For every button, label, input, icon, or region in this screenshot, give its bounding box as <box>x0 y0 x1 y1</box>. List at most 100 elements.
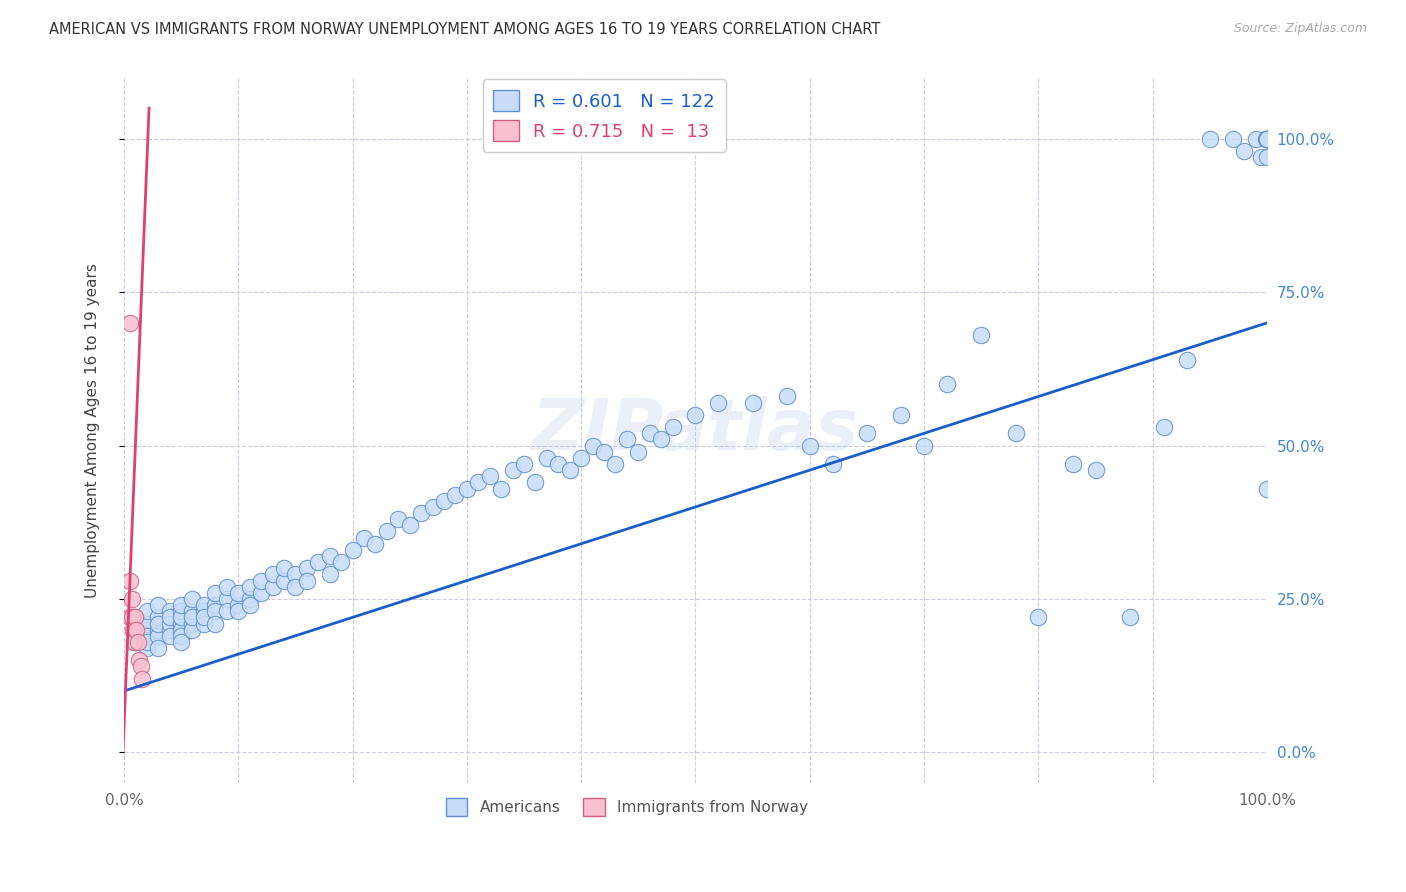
Point <box>1256 132 1278 146</box>
Point <box>193 598 215 612</box>
Point <box>1028 610 1050 624</box>
Point <box>131 672 153 686</box>
Point <box>1256 132 1278 146</box>
Point <box>204 604 226 618</box>
Point <box>250 574 273 588</box>
Point <box>821 457 844 471</box>
Point <box>148 629 170 643</box>
Point <box>593 444 616 458</box>
Point <box>226 586 249 600</box>
Text: Source: ZipAtlas.com: Source: ZipAtlas.com <box>1233 22 1367 36</box>
Point <box>1222 132 1244 146</box>
Point <box>118 610 141 624</box>
Point <box>558 463 581 477</box>
Point <box>215 580 238 594</box>
Point <box>239 598 262 612</box>
Point <box>181 616 204 631</box>
Point <box>1244 132 1267 146</box>
Point <box>273 574 295 588</box>
Text: ZIPatlas: ZIPatlas <box>531 396 859 465</box>
Point <box>1004 426 1026 441</box>
Point <box>135 641 157 656</box>
Point <box>342 542 364 557</box>
Point <box>262 580 284 594</box>
Point <box>444 488 467 502</box>
Point <box>661 420 683 434</box>
Point <box>118 574 141 588</box>
Point <box>239 591 262 606</box>
Point <box>121 591 143 606</box>
Point <box>912 439 935 453</box>
Point <box>226 598 249 612</box>
Point <box>650 433 672 447</box>
Point <box>890 408 912 422</box>
Point <box>605 457 627 471</box>
Point <box>181 623 204 637</box>
Point <box>135 604 157 618</box>
Point <box>1256 132 1278 146</box>
Point <box>262 567 284 582</box>
Point <box>121 610 143 624</box>
Point <box>547 457 569 471</box>
Point <box>1233 144 1256 158</box>
Point <box>159 629 181 643</box>
Point <box>353 531 375 545</box>
Point <box>148 598 170 612</box>
Point <box>318 549 340 563</box>
Point <box>685 408 707 422</box>
Point <box>170 629 193 643</box>
Point <box>856 426 879 441</box>
Point <box>387 512 409 526</box>
Point <box>125 623 148 637</box>
Point <box>307 555 329 569</box>
Point <box>170 610 193 624</box>
Point <box>569 450 592 465</box>
Point <box>411 506 433 520</box>
Point <box>284 567 307 582</box>
Point <box>799 439 821 453</box>
Point <box>284 580 307 594</box>
Point <box>159 604 181 618</box>
Point <box>124 635 146 649</box>
Point <box>122 623 145 637</box>
Y-axis label: Unemployment Among Ages 16 to 19 years: Unemployment Among Ages 16 to 19 years <box>86 263 100 598</box>
Point <box>776 389 799 403</box>
Point <box>239 580 262 594</box>
Point <box>1256 482 1278 496</box>
Point <box>536 450 558 465</box>
Point <box>181 591 204 606</box>
Point <box>170 616 193 631</box>
Point <box>148 623 170 637</box>
Point <box>193 610 215 624</box>
Point <box>170 598 193 612</box>
Point <box>1250 150 1272 164</box>
Point <box>524 475 547 490</box>
Point <box>364 537 387 551</box>
Point <box>273 561 295 575</box>
Point <box>135 635 157 649</box>
Point <box>422 500 444 514</box>
Point <box>215 604 238 618</box>
Point <box>181 610 204 624</box>
Legend: Americans, Immigrants from Norway: Americans, Immigrants from Norway <box>437 789 817 825</box>
Point <box>148 610 170 624</box>
Point <box>204 616 226 631</box>
Point <box>128 653 150 667</box>
Point <box>707 395 730 409</box>
Point <box>204 586 226 600</box>
Point <box>170 604 193 618</box>
Point <box>148 641 170 656</box>
Point <box>627 444 650 458</box>
Point <box>1119 610 1142 624</box>
Point <box>122 635 145 649</box>
Point <box>581 439 603 453</box>
Point <box>398 518 420 533</box>
Point <box>159 610 181 624</box>
Point <box>456 482 478 496</box>
Point <box>124 610 146 624</box>
Point <box>295 574 318 588</box>
Point <box>193 616 215 631</box>
Point <box>129 659 152 673</box>
Point <box>181 604 204 618</box>
Point <box>1256 132 1278 146</box>
